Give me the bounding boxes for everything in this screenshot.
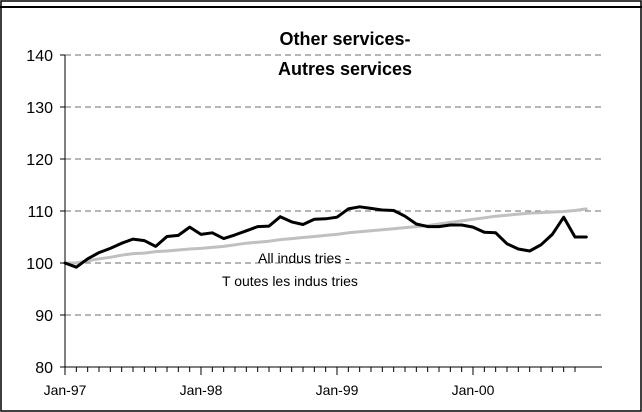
- y-tick-label: 120: [26, 152, 53, 169]
- y-tick-label: 100: [26, 256, 53, 273]
- series-line-0: [63, 205, 588, 269]
- y-tick-label: 90: [35, 308, 53, 325]
- chart-title-line2: Autres services: [278, 59, 412, 79]
- y-tick-label: 140: [26, 48, 53, 65]
- y-tick-labels: 80 90 100 110 120 130 140: [26, 48, 53, 377]
- x-tick-label: Jan-99: [316, 382, 359, 398]
- annotation-line2: T outes les indus tries: [222, 273, 358, 289]
- x-ticks: [64, 367, 576, 375]
- annotation-line1: All indus tries -: [258, 250, 350, 266]
- x-tick-label: Jan-97: [44, 382, 87, 398]
- chart-title-line1: Other services-: [279, 29, 410, 49]
- series-lines: [63, 205, 588, 269]
- y-tick-label: 80: [35, 360, 53, 377]
- x-tick-label: Jan-98: [180, 382, 223, 398]
- y-tick-label: 130: [26, 100, 53, 117]
- y-tick-label: 110: [27, 204, 53, 221]
- x-tick-labels: Jan-97 Jan-98 Jan-99 Jan-00: [44, 382, 495, 398]
- series-line-1: [63, 207, 588, 265]
- x-tick-label: Jan-00: [452, 382, 495, 398]
